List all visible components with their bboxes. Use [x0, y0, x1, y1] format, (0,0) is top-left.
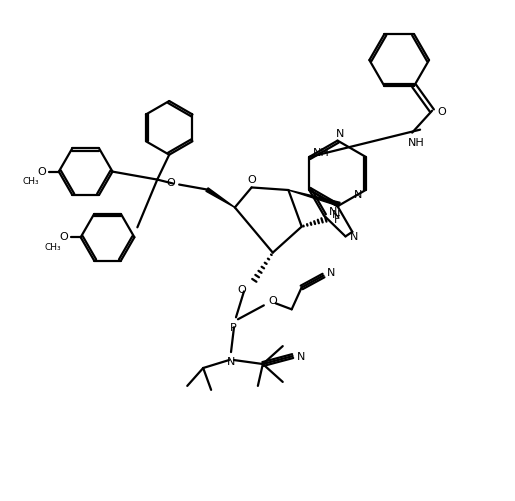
Text: N: N	[336, 128, 345, 138]
Text: N: N	[354, 189, 362, 199]
Text: O: O	[38, 166, 46, 176]
Text: N: N	[227, 356, 235, 366]
Text: N: N	[331, 210, 340, 220]
Text: CH₃: CH₃	[44, 242, 61, 251]
Text: P: P	[230, 323, 236, 333]
Text: O: O	[438, 107, 447, 117]
Text: F: F	[334, 214, 341, 224]
Text: O: O	[247, 175, 256, 185]
Text: NH: NH	[408, 137, 424, 147]
Text: NH: NH	[313, 148, 330, 158]
Polygon shape	[288, 191, 340, 207]
Text: N: N	[297, 351, 305, 361]
Text: N: N	[350, 232, 358, 242]
Text: O: O	[268, 296, 277, 306]
Text: N: N	[329, 207, 337, 217]
Text: O: O	[59, 232, 68, 242]
Polygon shape	[206, 188, 235, 208]
Text: O: O	[237, 285, 246, 295]
Text: N: N	[327, 267, 336, 277]
Text: CH₃: CH₃	[23, 177, 39, 186]
Text: O: O	[167, 177, 176, 187]
